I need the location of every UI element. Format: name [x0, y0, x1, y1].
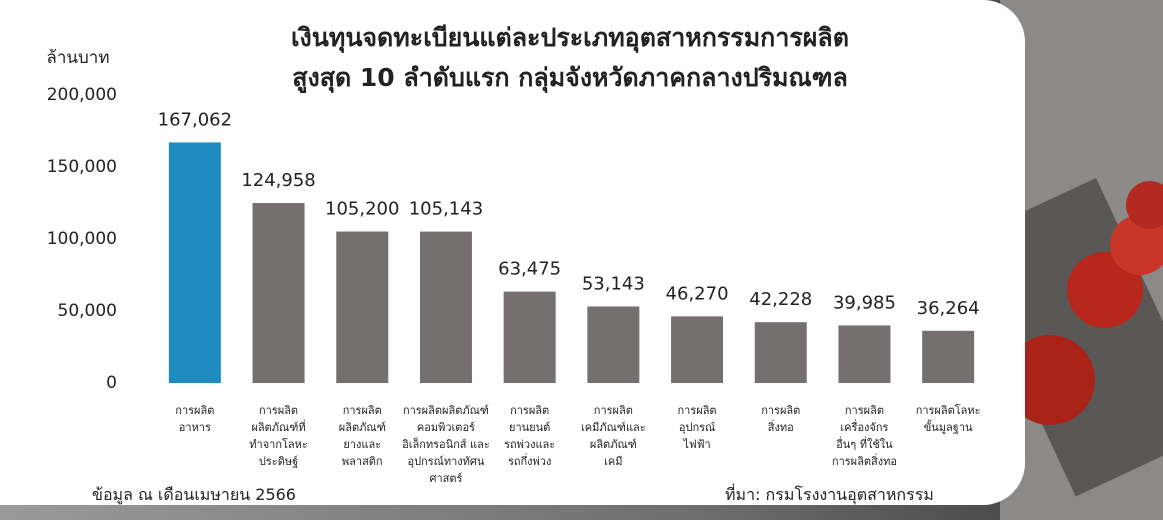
y-axis-label: ล้านบาท: [46, 48, 109, 68]
value-label: 63,475: [498, 259, 561, 280]
x-tick-label: การผลิตโลหะ ขั้นมูลฐาน: [915, 404, 981, 434]
bar: [503, 291, 556, 383]
x-tick-label: การผลิต อุปกรณ์ ไฟฟ้า: [677, 404, 717, 451]
jar: [1126, 181, 1163, 229]
x-tick-label: การผลิต ยานยนต์ รถพ่วงและ รถกึ่งพ่วง: [504, 404, 556, 468]
jar: [1067, 252, 1143, 328]
bar: [922, 330, 975, 383]
value-label: 105,143: [409, 199, 483, 220]
value-label: 124,958: [241, 170, 315, 191]
bar: [252, 203, 305, 383]
x-tick-label: การผลิต เคมีภัณฑ์และ ผลิตภัณฑ์ เคมี: [580, 404, 646, 468]
y-tick-label: 50,000: [58, 301, 117, 321]
bar: [336, 231, 389, 383]
x-tick-label: การผลิต ผลิตภัณฑ์ที่ ทำจากโลหะ ประดิษฐ์: [249, 404, 308, 468]
y-tick-label: 200,000: [47, 85, 117, 105]
bar: [671, 316, 724, 383]
source: ที่มา: กรมโรงงานอุตสาหกรรม: [725, 485, 934, 504]
bar: [838, 325, 891, 383]
value-label: 42,228: [749, 289, 812, 310]
value-label: 53,143: [582, 273, 645, 294]
bar: [587, 306, 640, 383]
bar: [754, 322, 807, 383]
bar: [419, 231, 472, 383]
value-label: 46,270: [666, 283, 729, 304]
x-tick-label: การผลิต สิ่งทอ: [761, 404, 801, 434]
x-tick-label: การผลิต เครื่องจักร อื่นๆ ที่ใช้ใน การผล…: [831, 404, 897, 468]
y-tick-label: 150,000: [47, 157, 117, 177]
value-label: 105,200: [325, 199, 399, 220]
y-tick-label: 0: [106, 373, 117, 393]
bar: [168, 142, 221, 383]
value-label: 39,985: [833, 292, 896, 313]
y-tick-label: 100,000: [47, 229, 117, 249]
value-label: 36,264: [917, 298, 980, 319]
x-tick-label: การผลิต อาหาร: [175, 404, 215, 434]
chart-title: เงินทุนจดทะเบียนแต่ละประเภทอุตสาหกรรมการ…: [291, 23, 849, 92]
x-tick-label: การผลิตผลิตภัณฑ์ คอมพิวเตอร์ อิเล็กทรอนิ…: [402, 404, 490, 485]
jar: [1110, 215, 1163, 275]
x-tick-label: การผลิต ผลิตภัณฑ์ ยางและ พลาสติก: [338, 404, 386, 468]
jar: [1005, 335, 1095, 425]
value-label: 167,062: [158, 109, 232, 130]
note: ข้อมูล ณ เดือนเมษายน 2566: [92, 485, 296, 504]
